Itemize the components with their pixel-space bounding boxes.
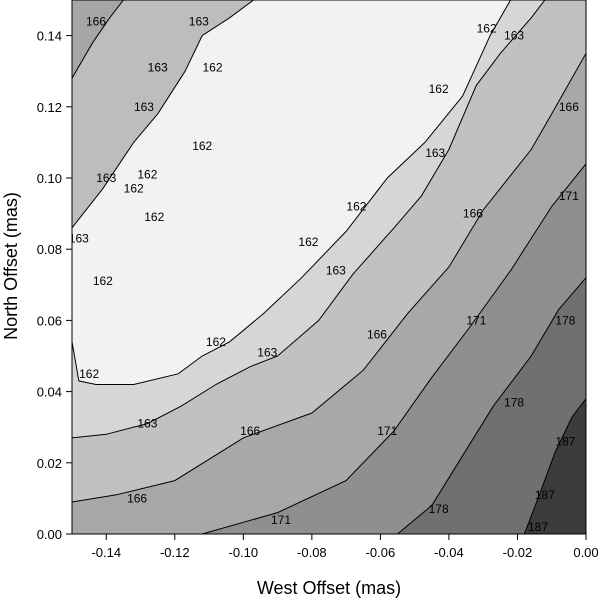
x-tick-label: -0.08 — [297, 545, 327, 560]
y-tick-label: 0.00 — [37, 527, 62, 542]
contour-label: 162 — [202, 61, 222, 75]
y-tick-label: 0.08 — [37, 242, 62, 257]
upper-region-above-163 — [72, 0, 254, 228]
y-tick-label: 0.10 — [37, 171, 62, 186]
y-tick-label: 0.04 — [37, 385, 62, 400]
contour-label: 162 — [192, 139, 212, 153]
x-tick-label: -0.06 — [366, 545, 396, 560]
contour-label: 163 — [148, 61, 168, 75]
contour-label: 162 — [79, 367, 99, 381]
contour-line-178 — [397, 277, 586, 534]
contour-label: 178 — [429, 502, 449, 516]
contour-label: 171 — [377, 424, 397, 438]
contour-label: 166 — [240, 424, 260, 438]
x-tick-label: -0.12 — [160, 545, 190, 560]
contour-label: 166 — [463, 207, 483, 221]
contour-label: 187 — [528, 520, 548, 534]
contour-label: 166 — [367, 328, 387, 342]
contour-label: 178 — [555, 313, 575, 327]
contour-label: 162 — [93, 274, 113, 288]
contour-label: 162 — [346, 199, 366, 213]
contour-label: 171 — [466, 313, 486, 327]
contour-line-162 — [72, 0, 512, 385]
y-tick-label: 0.02 — [37, 456, 62, 471]
contour-label: 163 — [189, 14, 209, 28]
contour-label: 187 — [535, 488, 555, 502]
contour-label: 163 — [326, 264, 346, 278]
contour-label: 163 — [257, 345, 277, 359]
y-tick-label: 0.12 — [37, 100, 62, 115]
contour-label: 162 — [477, 21, 497, 35]
x-tick-label: -0.04 — [434, 545, 464, 560]
contour-line-187 — [523, 398, 586, 534]
contour-label: 178 — [504, 395, 524, 409]
region-above-187 — [524, 398, 586, 534]
contour-label: 166 — [86, 14, 106, 28]
contour-label: 166 — [559, 100, 579, 114]
contour-label: 162 — [144, 210, 164, 224]
contour-label: 163 — [69, 232, 89, 246]
contour-label: 163 — [137, 417, 157, 431]
y-tick-label: 0.14 — [37, 29, 62, 44]
region-above-178 — [397, 277, 586, 534]
contour-label: 187 — [555, 434, 575, 448]
contour-line-166 — [72, 53, 586, 503]
y-axis-title: North Offset (mas) — [1, 192, 21, 340]
contour-label: 163 — [504, 29, 524, 43]
contour-label: 162 — [298, 235, 318, 249]
contour-label: 166 — [127, 491, 147, 505]
contour-label: 162 — [124, 182, 144, 196]
x-tick-label: -0.14 — [91, 545, 121, 560]
contour-line-171 — [202, 163, 586, 534]
contour-label: 162 — [429, 82, 449, 96]
y-axis: 0.00 0.02 0.04 0.06 0.08 0.10 0.12 0.14 — [37, 0, 73, 542]
contour-label: 171 — [271, 513, 291, 527]
x-tick-label: -0.10 — [229, 545, 259, 560]
contour-line-163 — [72, 0, 546, 439]
contour-label: 163 — [425, 146, 445, 160]
contour-line-163 — [72, 0, 254, 229]
x-tick-label: 0.00 — [573, 545, 598, 560]
contour-label: 163 — [96, 171, 116, 185]
x-axis: -0.14 -0.12 -0.10 -0.08 -0.06 -0.04 -0.02 0.00 — [72, 533, 599, 560]
upper-region-above-166 — [72, 0, 124, 79]
y-tick-label: 0.06 — [37, 313, 62, 328]
contour-line-166 — [72, 0, 124, 79]
contour-label: 162 — [137, 167, 157, 181]
contour-label: 162 — [206, 335, 226, 349]
contour-label: 171 — [559, 189, 579, 203]
x-axis-title: West Offset (mas) — [257, 578, 401, 598]
contour-label: 163 — [134, 100, 154, 114]
x-tick-label: -0.02 — [503, 545, 533, 560]
